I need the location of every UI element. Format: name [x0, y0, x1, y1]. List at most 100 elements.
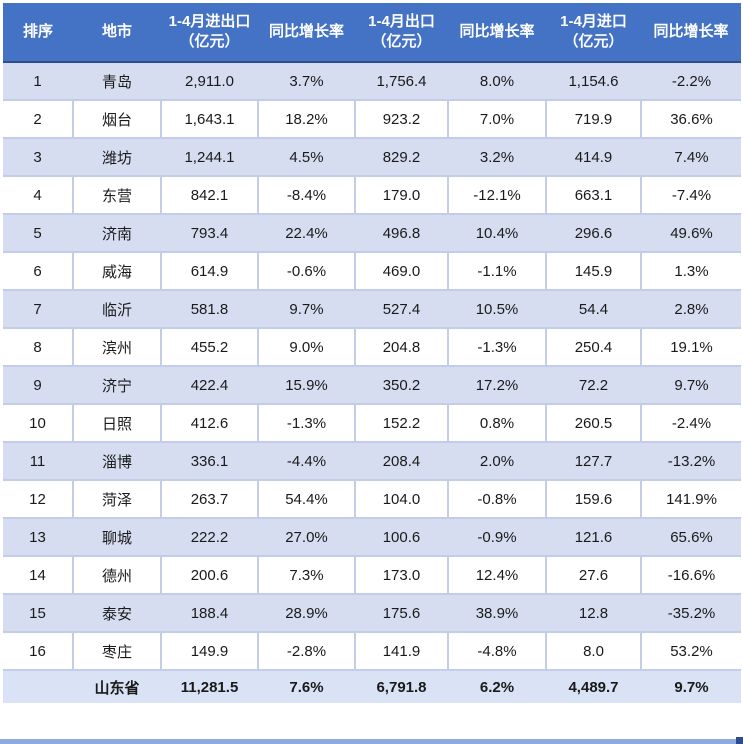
import-export-value-cell: 222.2: [160, 517, 259, 557]
import-growth-cell: 49.6%: [640, 213, 741, 253]
import-value-cell: 663.1: [545, 175, 642, 215]
table-row: 10 日照 412.6 -1.3% 152.2 0.8% 260.5 -2.4%: [3, 403, 741, 443]
table-row: 9 济宁 422.4 15.9% 350.2 17.2% 72.2 9.7%: [3, 365, 741, 405]
column-header: 1-4月进出口 （亿元）: [161, 3, 258, 63]
import-value-cell: 719.9: [545, 99, 642, 139]
import-export-value-cell: 455.2: [160, 327, 259, 367]
resize-corner-handle: [736, 737, 743, 744]
city-cell: 菏泽: [72, 479, 162, 519]
city-cell: 泰安: [72, 593, 162, 633]
import-growth-cell: 36.6%: [640, 99, 741, 139]
export-growth-cell: 0.8%: [447, 403, 547, 443]
import-export-growth-cell: -1.3%: [257, 403, 356, 443]
export-growth-cell: 2.0%: [447, 441, 547, 481]
export-growth-cell: 6.2%: [447, 669, 547, 703]
import-export-value-cell: 412.6: [160, 403, 259, 443]
import-export-growth-cell: -0.6%: [257, 251, 356, 291]
import-growth-cell: 7.4%: [640, 137, 741, 177]
import-growth-cell: 141.9%: [640, 479, 741, 519]
rank-cell: 16: [3, 631, 74, 671]
import-export-value-cell: 1,643.1: [160, 99, 259, 139]
rank-cell: 15: [3, 593, 74, 633]
export-growth-cell: 7.0%: [447, 99, 547, 139]
import-export-value-cell: 11,281.5: [160, 669, 259, 703]
import-growth-cell: 9.7%: [640, 669, 741, 703]
rank-cell: 3: [3, 137, 74, 177]
import-export-value-cell: 263.7: [160, 479, 259, 519]
city-cell: 威海: [72, 251, 162, 291]
import-export-growth-cell: -4.4%: [257, 441, 356, 481]
export-value-cell: 350.2: [354, 365, 449, 405]
import-growth-cell: -2.2%: [640, 62, 741, 101]
city-cell: 烟台: [72, 99, 162, 139]
city-cell: 淄博: [72, 441, 162, 481]
rank-cell: 5: [3, 213, 74, 253]
column-header: 1-4月进口 （亿元）: [546, 3, 641, 63]
import-value-cell: 72.2: [545, 365, 642, 405]
import-growth-cell: 2.8%: [640, 289, 741, 329]
table-row: 3 潍坊 1,244.1 4.5% 829.2 3.2% 414.9 7.4%: [3, 137, 741, 177]
city-cell: 日照: [72, 403, 162, 443]
table-header-row: 排序 地市 1-4月进出口 （亿元） 同比增长率 1-4月出口 （亿元） 同比增长率 1-4…: [3, 3, 741, 63]
city-cell: 聊城: [72, 517, 162, 557]
import-export-growth-cell: 27.0%: [257, 517, 356, 557]
export-value-cell: 527.4: [354, 289, 449, 329]
import-export-growth-cell: -8.4%: [257, 175, 356, 215]
import-value-cell: 127.7: [545, 441, 642, 481]
city-cell: 德州: [72, 555, 162, 595]
export-value-cell: 829.2: [354, 137, 449, 177]
import-growth-cell: -7.4%: [640, 175, 741, 215]
import-export-growth-cell: 4.5%: [257, 137, 356, 177]
rank-cell: 10: [3, 403, 74, 443]
export-value-cell: 6,791.8: [354, 669, 449, 703]
column-header: 1-4月出口 （亿元）: [355, 3, 448, 63]
export-growth-cell: -0.8%: [447, 479, 547, 519]
import-export-growth-cell: 7.6%: [257, 669, 356, 703]
export-value-cell: 104.0: [354, 479, 449, 519]
table-row: 6 威海 614.9 -0.6% 469.0 -1.1% 145.9 1.3%: [3, 251, 741, 291]
table-row: 16 枣庄 149.9 -2.8% 141.9 -4.8% 8.0 53.2%: [3, 631, 741, 671]
export-growth-cell: -4.8%: [447, 631, 547, 671]
rank-cell: 7: [3, 289, 74, 329]
import-export-value-cell: 149.9: [160, 631, 259, 671]
export-value-cell: 173.0: [354, 555, 449, 595]
import-export-growth-cell: 15.9%: [257, 365, 356, 405]
export-value-cell: 100.6: [354, 517, 449, 557]
table-row: 15 泰安 188.4 28.9% 175.6 38.9% 12.8 -35.2%: [3, 593, 741, 633]
import-export-value-cell: 336.1: [160, 441, 259, 481]
export-value-cell: 179.0: [354, 175, 449, 215]
column-header: 同比增长率: [448, 3, 546, 63]
province-total-label: 山东省: [72, 669, 162, 703]
export-value-cell: 141.9: [354, 631, 449, 671]
rank-cell: 8: [3, 327, 74, 367]
export-value-cell: 469.0: [354, 251, 449, 291]
export-value-cell: 152.2: [354, 403, 449, 443]
import-growth-cell: -2.4%: [640, 403, 741, 443]
rank-cell: 4: [3, 175, 74, 215]
export-growth-cell: -1.1%: [447, 251, 547, 291]
trade-table-container: 排序 地市 1-4月进出口 （亿元） 同比增长率 1-4月出口 （亿元） 同比增长率 1-4…: [3, 3, 741, 703]
export-value-cell: 1,756.4: [354, 62, 449, 101]
import-export-value-cell: 188.4: [160, 593, 259, 633]
rank-cell: 6: [3, 251, 74, 291]
rank-cell: 12: [3, 479, 74, 519]
table-row: 1 青岛 2,911.0 3.7% 1,756.4 8.0% 1,154.6 -2.2%: [3, 62, 741, 101]
rank-cell: 14: [3, 555, 74, 595]
import-value-cell: 12.8: [545, 593, 642, 633]
city-cell: 潍坊: [72, 137, 162, 177]
import-export-value-cell: 842.1: [160, 175, 259, 215]
shandong-trade-table: 排序 地市 1-4月进出口 （亿元） 同比增长率 1-4月出口 （亿元） 同比增长率 1-4…: [3, 3, 741, 703]
bottom-edge-bar: [0, 738, 743, 744]
export-value-cell: 204.8: [354, 327, 449, 367]
export-growth-cell: -1.3%: [447, 327, 547, 367]
import-export-growth-cell: 28.9%: [257, 593, 356, 633]
import-export-growth-cell: 22.4%: [257, 213, 356, 253]
export-growth-cell: -12.1%: [447, 175, 547, 215]
city-cell: 东营: [72, 175, 162, 215]
rank-cell: [3, 669, 74, 703]
import-value-cell: 54.4: [545, 289, 642, 329]
table-row: 5 济南 793.4 22.4% 496.8 10.4% 296.6 49.6%: [3, 213, 741, 253]
import-value-cell: 1,154.6: [545, 62, 642, 101]
import-growth-cell: 9.7%: [640, 365, 741, 405]
column-header: 同比增长率: [641, 3, 741, 63]
